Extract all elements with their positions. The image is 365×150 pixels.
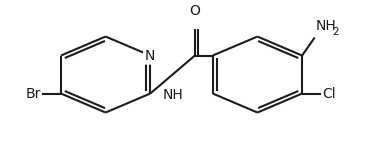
Text: NH: NH — [316, 19, 337, 33]
Text: Cl: Cl — [322, 87, 335, 101]
Text: Br: Br — [26, 87, 41, 101]
Text: NH: NH — [162, 88, 183, 102]
Text: N: N — [145, 49, 155, 63]
Text: 2: 2 — [332, 27, 338, 37]
Text: O: O — [189, 4, 200, 18]
